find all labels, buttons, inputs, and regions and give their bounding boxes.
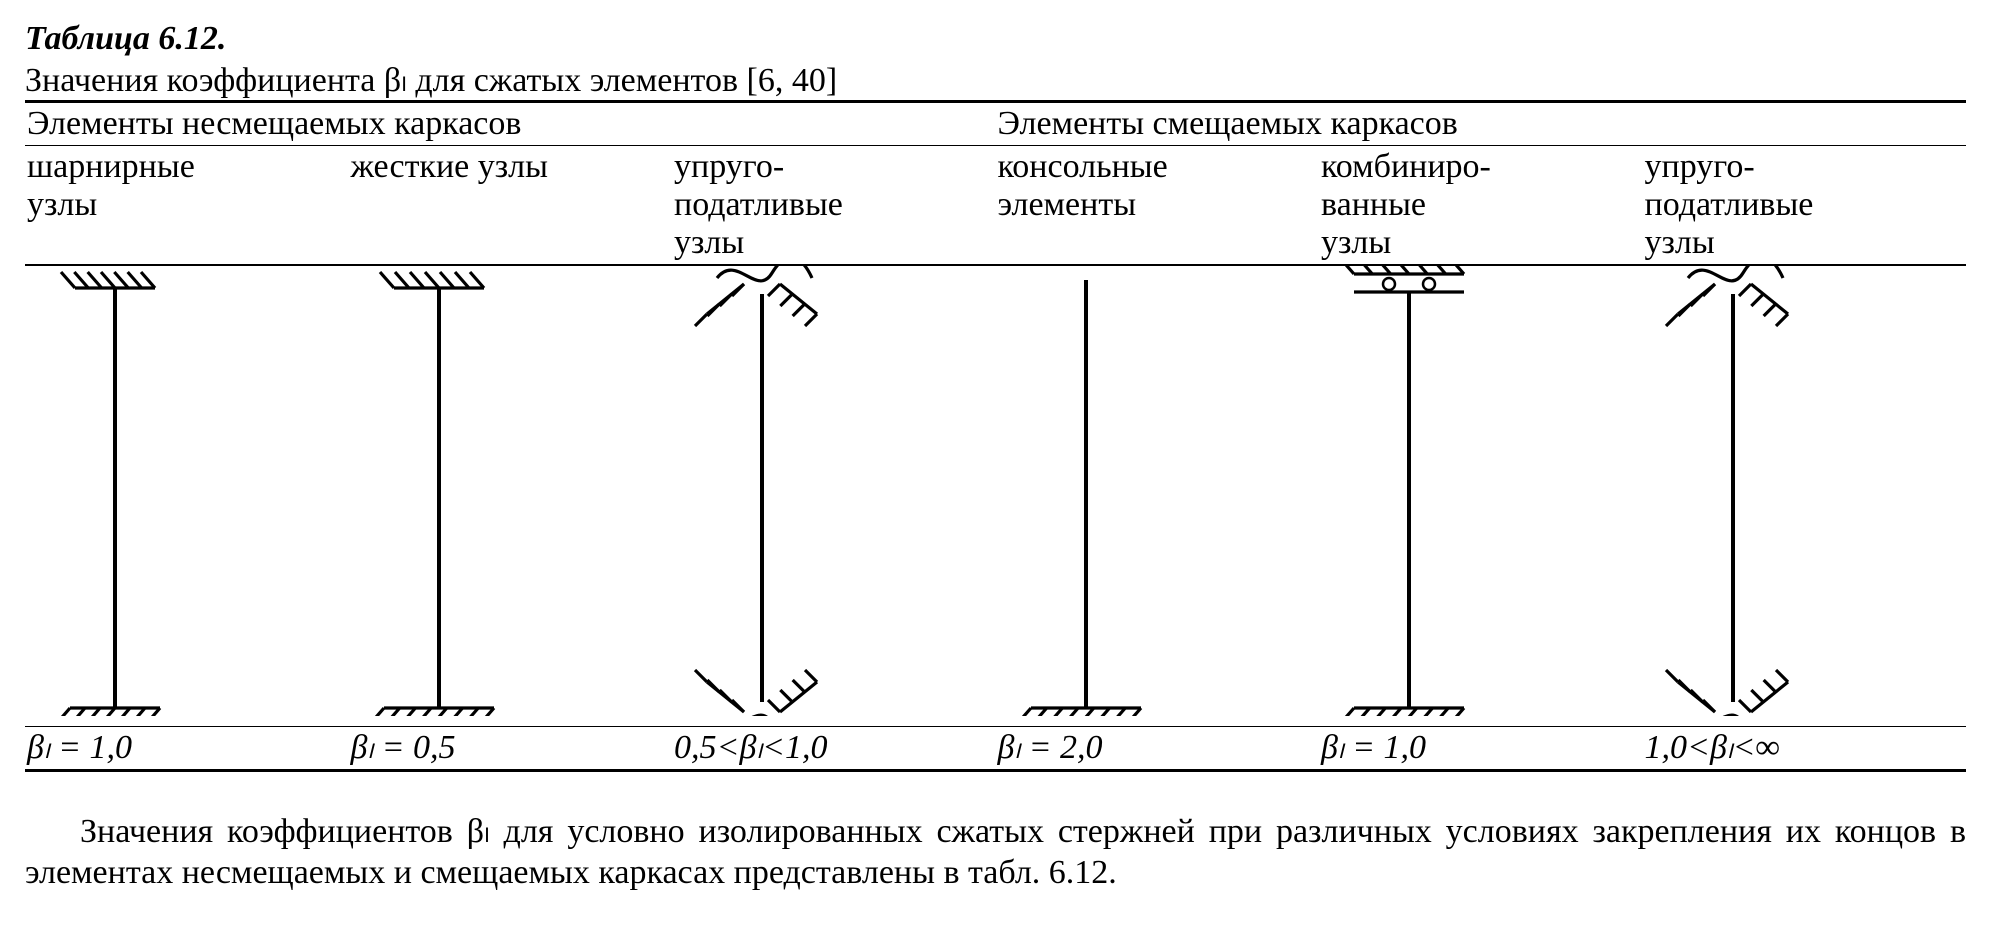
beta-value: βₗ = 1,0 bbox=[25, 727, 349, 771]
beta-value: βₗ = 0,5 bbox=[349, 727, 673, 771]
column-header: упруго-податливыеузлы bbox=[672, 146, 996, 266]
group-header-right: Элементы смещаемых каркасов bbox=[996, 102, 1967, 146]
beta-value: 0,5<βₗ<1,0 bbox=[672, 727, 996, 771]
paragraph: Значения коэффициентов βₗ для условно из… bbox=[25, 812, 1966, 894]
column-header: шарнирныеузлы bbox=[25, 146, 349, 266]
group-header-left: Элементы несмещаемых каркасов bbox=[25, 102, 996, 146]
column-diagram bbox=[1643, 265, 1967, 727]
beta-value: βₗ = 2,0 bbox=[996, 727, 1320, 771]
table-caption: Значения коэффициента βₗ для сжатых элем… bbox=[25, 60, 1966, 100]
column-diagram bbox=[672, 265, 996, 727]
column-diagram bbox=[1319, 265, 1643, 727]
column-header: консольныеэлементы bbox=[996, 146, 1320, 266]
column-diagram bbox=[25, 265, 349, 727]
column-header: жесткие узлы bbox=[349, 146, 673, 266]
column-diagram bbox=[349, 265, 673, 727]
coefficient-table: Элементы несмещаемых каркасов Элементы с… bbox=[25, 100, 1966, 772]
beta-value: 1,0<βₗ<∞ bbox=[1643, 727, 1967, 771]
column-header: комбиниро-ванныеузлы bbox=[1319, 146, 1643, 266]
beta-value: βₗ = 1,0 bbox=[1319, 727, 1643, 771]
column-diagram bbox=[996, 265, 1320, 727]
paragraph-text: Значения коэффициентов βₗ для условно из… bbox=[25, 813, 1966, 891]
column-header: упруго-податливыеузлы bbox=[1643, 146, 1967, 266]
table-number: Таблица 6.12. bbox=[25, 20, 1966, 58]
